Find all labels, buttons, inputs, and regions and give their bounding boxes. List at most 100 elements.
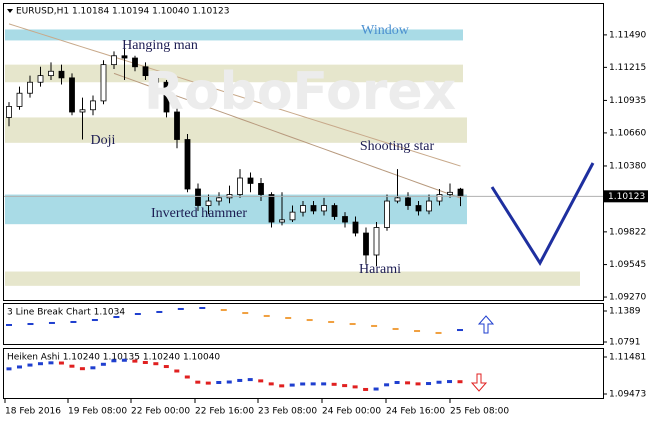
- candle-body: [100, 64, 107, 102]
- zone: [5, 194, 467, 225]
- line-break-mark: [113, 316, 120, 319]
- candle-body: [342, 216, 348, 223]
- candle-body: [363, 232, 369, 256]
- current-price-box: [604, 190, 648, 203]
- chart-title: EURUSD,H1 1.10184 1.10194 1.10040 1.1012…: [16, 7, 229, 17]
- candle-body: [436, 194, 443, 202]
- line-break-mark: [371, 324, 378, 327]
- heiken-ashi-label: Heiken Ashi 1.10240 1.10135 1.10240 1.10…: [7, 353, 220, 363]
- current-price-label: 1.10123: [608, 192, 645, 202]
- candle-body: [58, 70, 65, 79]
- x-tick-label: 22 Feb 00:00: [131, 407, 190, 417]
- candle-body: [457, 188, 464, 197]
- heiken-ashi-bar: [405, 381, 411, 385]
- heiken-ashi-bar: [37, 362, 43, 366]
- line-break-mark: [220, 309, 227, 312]
- heiken-ashi-bar: [415, 382, 421, 386]
- annotation: Doji: [91, 133, 116, 148]
- heiken-ashi-bar: [153, 362, 159, 366]
- candle-body: [48, 70, 54, 77]
- candle-body: [184, 139, 191, 190]
- heiken-ashi-bar: [216, 381, 222, 385]
- candle-body: [237, 177, 243, 195]
- heiken-ashi-bar: [426, 382, 432, 386]
- heiken-ashi-bar: [457, 380, 463, 384]
- forecast-drawing: [490, 162, 595, 266]
- candle-body: [69, 77, 75, 113]
- heiken-ashi-bar: [163, 365, 169, 369]
- heiken-ashi-bar: [184, 375, 190, 379]
- heiken-ashi-bar: [247, 378, 253, 382]
- heiken-ashi-bar: [258, 379, 264, 383]
- heiken-ashi-bar: [58, 361, 64, 365]
- x-tick-label: 22 Feb 16:00: [195, 407, 254, 417]
- candle-body: [163, 81, 170, 113]
- heiken-ashi-bar: [363, 387, 369, 391]
- moving-average: [8, 23, 461, 167]
- candle-body: [16, 92, 23, 107]
- candle-body: [174, 111, 180, 140]
- line-break-mark: [263, 314, 270, 317]
- zone: [5, 29, 463, 41]
- heiken-ashi-bar: [289, 383, 295, 387]
- annotation: Window: [361, 23, 410, 38]
- line-break-mark: [156, 310, 163, 313]
- line-break-mark: [199, 306, 206, 309]
- heiken-ashi-bar: [100, 362, 106, 366]
- candle-body: [415, 205, 422, 212]
- heiken-ashi-bar: [436, 380, 442, 384]
- heiken-ashi-bar: [279, 384, 285, 388]
- zone: [5, 271, 580, 286]
- candle-body: [247, 177, 254, 184]
- candle-body: [331, 205, 338, 217]
- x-tick-label: 19 Feb 08:00: [68, 407, 127, 417]
- candle-body: [90, 100, 96, 111]
- heiken-ashi-bar: [300, 382, 306, 386]
- candle-body: [27, 81, 33, 94]
- annotation: Hanging man: [122, 38, 198, 53]
- heiken-ashi-bar: [310, 382, 316, 386]
- heiken-ashi-bar: [268, 382, 274, 386]
- candle-body: [121, 55, 128, 59]
- candle-body: [37, 75, 44, 83]
- plot-layer: [4, 23, 603, 286]
- heiken-ashi-bar: [205, 381, 211, 385]
- candle-body: [205, 200, 212, 206]
- candle-body: [426, 200, 432, 212]
- line-break-mark: [242, 312, 249, 315]
- down-arrow: [470, 373, 488, 392]
- heiken-ashi-bar: [142, 360, 148, 364]
- x-tick-label: 24 Feb 16:00: [386, 407, 445, 417]
- candle-body: [258, 183, 264, 195]
- heiken-ashi-bar: [373, 387, 379, 391]
- y-tick-label: 1.0791: [609, 337, 641, 347]
- heiken-ashi-bar: [352, 385, 358, 389]
- y-tick-label: 1.11215: [609, 63, 646, 73]
- up-arrow: [477, 315, 495, 334]
- line-break-mark: [6, 323, 12, 326]
- line-break-mark: [285, 316, 292, 319]
- candle-body: [300, 205, 306, 213]
- x-tick-label: 18 Feb 2016: [5, 407, 61, 417]
- moving-average: [113, 72, 461, 199]
- heiken-ashi-bar: [174, 369, 180, 373]
- candle-body: [405, 197, 411, 206]
- y-tick-label: 1.10935: [609, 96, 646, 106]
- y-tick-label: 1.1389: [609, 306, 641, 316]
- line-break-mark: [435, 331, 442, 334]
- y-tick-label: 1.10660: [609, 128, 646, 138]
- line-break-mark: [91, 319, 98, 322]
- heiken-ashi-bar: [447, 380, 453, 384]
- line-break-label: 3 Line Break Chart 1.1034: [7, 308, 125, 318]
- heiken-ashi-bar: [111, 359, 117, 363]
- heiken-ashi-bar: [394, 381, 400, 385]
- candle-body: [216, 197, 222, 202]
- line-break-mark: [392, 327, 399, 330]
- y-tick-label: 1.09822: [609, 227, 646, 237]
- y-tick-label: 1.11481: [609, 352, 646, 362]
- annotation: Inverted hammer: [151, 206, 247, 221]
- line-break-mark: [457, 329, 463, 332]
- candle-body: [447, 191, 453, 195]
- candle-body: [394, 197, 401, 202]
- line-break-mark: [414, 330, 421, 333]
